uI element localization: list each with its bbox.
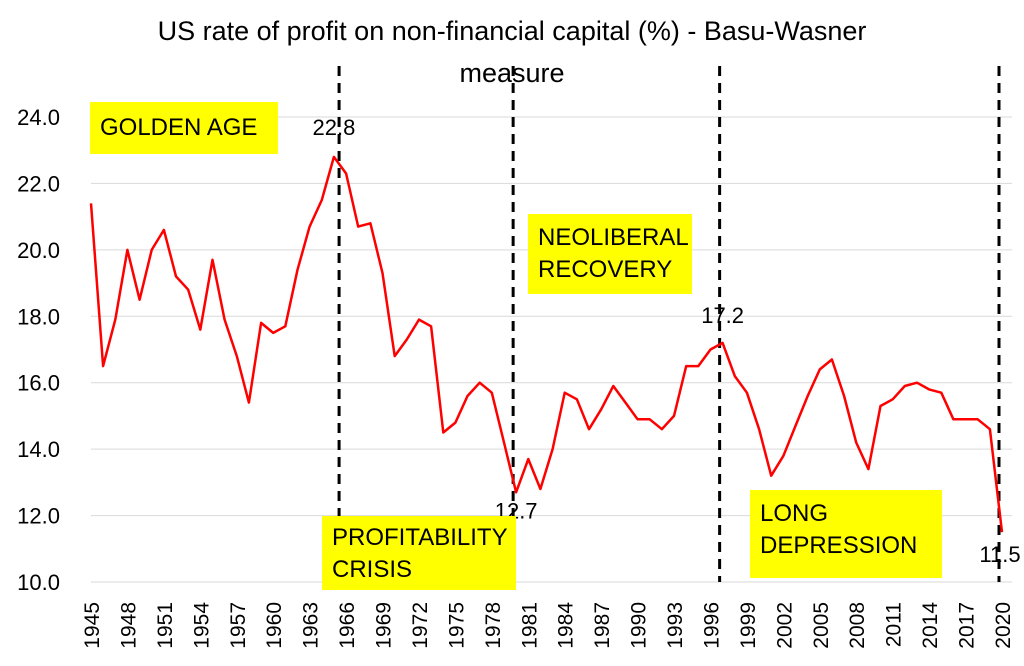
y-tick-label: 10.0 bbox=[17, 570, 60, 595]
y-tick-label: 14.0 bbox=[17, 437, 60, 462]
x-tick-label: 1975 bbox=[445, 602, 468, 649]
annotation-neoliberal-recovery-line-2: RECOVERY bbox=[538, 256, 673, 283]
chart-title-line-1: US rate of profit on non-financial capit… bbox=[157, 16, 867, 46]
annotation-long-depression-line-1: LONG bbox=[760, 500, 829, 527]
annotation-profitability-crisis-line-1: PROFITABILITY bbox=[332, 524, 508, 551]
x-tick-label: 1957 bbox=[227, 602, 250, 649]
data-label: 11.5 bbox=[979, 542, 1020, 567]
x-tick-label: 1987 bbox=[591, 602, 614, 649]
annotation-golden-age-line-1: GOLDEN AGE bbox=[100, 114, 258, 141]
y-tick-label: 20.0 bbox=[17, 238, 60, 263]
x-tick-label: 1981 bbox=[518, 602, 541, 649]
annotation-profitability-crisis-line-2: CRISIS bbox=[332, 556, 413, 583]
x-tick-label: 1972 bbox=[409, 602, 432, 649]
x-tick-label: 1966 bbox=[336, 602, 359, 649]
y-tick-label: 22.0 bbox=[17, 171, 60, 196]
x-tick-label: 1945 bbox=[81, 602, 104, 649]
data-label: 22.8 bbox=[313, 115, 356, 140]
x-tick-label: 2017 bbox=[956, 602, 979, 649]
x-tick-label: 1954 bbox=[190, 602, 213, 649]
x-tick-label: 2011 bbox=[883, 602, 906, 647]
x-tick-label: 1978 bbox=[482, 602, 505, 649]
annotation-long-depression-line-2: DEPRESSION bbox=[760, 532, 918, 559]
annotation-neoliberal-recovery: NEOLIBERAL RECOVERY bbox=[528, 214, 692, 294]
x-tick-label: 2014 bbox=[919, 602, 942, 649]
annotation-golden-age: GOLDEN AGE bbox=[90, 102, 278, 154]
y-tick-label: 16.0 bbox=[17, 371, 60, 396]
annotation-long-depression: LONG DEPRESSION bbox=[750, 490, 942, 578]
x-tick-label: 2020 bbox=[992, 602, 1015, 649]
x-tick-label: 1963 bbox=[300, 602, 323, 649]
x-tick-label: 2002 bbox=[773, 602, 796, 649]
y-tick-label: 18.0 bbox=[17, 304, 60, 329]
data-label: 17.2 bbox=[701, 303, 744, 328]
x-tick-label: 1948 bbox=[117, 602, 140, 649]
x-tick-label: 1951 bbox=[154, 602, 177, 649]
y-tick-label: 24.0 bbox=[17, 105, 60, 130]
x-tick-label: 1969 bbox=[373, 602, 396, 649]
x-tick-label: 1993 bbox=[664, 602, 687, 649]
x-tick-label: 1960 bbox=[263, 602, 286, 649]
series-line-profit-rate bbox=[89, 155, 1004, 533]
annotation-profitability-crisis: PROFITABILITY CRISIS bbox=[322, 516, 516, 590]
x-tick-label: 1996 bbox=[700, 602, 723, 649]
x-tick-label: 1984 bbox=[555, 602, 578, 649]
x-tick-label: 1990 bbox=[628, 602, 651, 649]
x-tick-label: 2005 bbox=[810, 602, 833, 649]
x-tick-label: 2008 bbox=[846, 602, 869, 649]
x-tick-label: 1999 bbox=[737, 602, 760, 649]
y-tick-label: 12.0 bbox=[17, 504, 60, 529]
annotation-neoliberal-recovery-line-1: NEOLIBERAL bbox=[538, 224, 689, 251]
